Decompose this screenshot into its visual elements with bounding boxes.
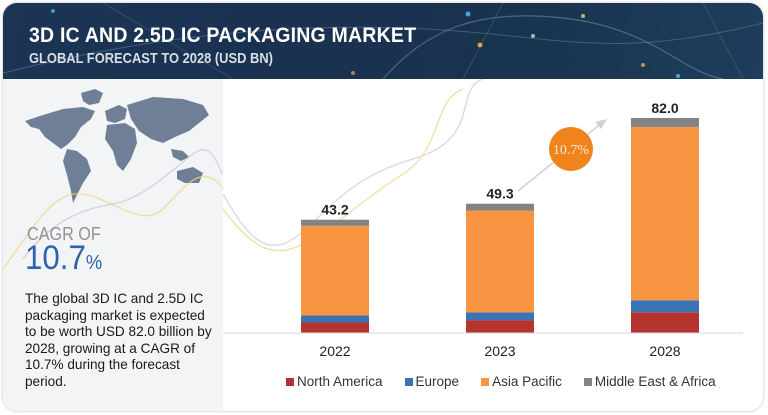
x-tick-label-2023: 2023 (484, 343, 515, 359)
legend-label: North America (297, 374, 383, 389)
chart-canvas: 43.2 2022 49.3 2023 82.0 2028 10.7% (222, 78, 743, 359)
page-title: 3D IC AND 2.5D IC PACKAGING MARKET (29, 24, 417, 47)
bar-segment-north-america-2022 (301, 322, 369, 333)
x-tick-label-2022: 2022 (319, 343, 350, 359)
legend-swatch (481, 377, 490, 386)
growth-arrow-head-icon (595, 119, 607, 129)
legend-swatch (583, 377, 592, 386)
legend-item-asia-pacific: Asia Pacific (481, 374, 562, 389)
bar-segment-europe-2023 (466, 312, 534, 321)
legend-swatch (404, 377, 413, 386)
summary-panel: CAGR OF 10.7% The global 3D IC and 2.5D … (3, 79, 223, 411)
circuit-background-graphic (3, 3, 763, 79)
bar-segment-middle-east-africa-2023 (466, 203, 534, 211)
cagr-value: 10.7% (25, 239, 102, 278)
bar-segment-europe-2022 (301, 315, 369, 323)
cagr-badge-text: 10.7% (553, 143, 590, 158)
bar-segment-north-america-2028 (631, 312, 699, 333)
bar-segment-asia-pacific-2022 (301, 225, 369, 316)
legend-label: Europe (415, 374, 460, 389)
bar-segment-asia-pacific-2023 (466, 210, 534, 313)
bar-segment-europe-2028 (631, 300, 699, 313)
x-tick-label-2028: 2028 (649, 343, 680, 359)
total-label-2028: 82.0 (651, 100, 678, 116)
bar-segment-middle-east-africa-2022 (301, 219, 369, 226)
total-label-2023: 49.3 (486, 186, 513, 202)
cagr-number: 10.7 (25, 239, 86, 277)
legend-swatch (286, 377, 294, 386)
stacked-bar-chart: 43.2 2022 49.3 2023 82.0 2028 10.7% (222, 78, 763, 411)
bar-segment-north-america-2023 (466, 320, 534, 333)
cagr-label: CAGR OF (27, 224, 101, 244)
legend-item-middle-east-africa: Middle East & Africa (583, 374, 716, 389)
chart-legend: North America Europe Asia Pacific Middle Ea… (286, 374, 716, 389)
market-description: The global 3D IC and 2.5D IC packaging m… (25, 291, 212, 389)
legend-item-north-america: North America (286, 374, 383, 389)
legend-item-europe: Europe (404, 374, 460, 389)
legend-label: Middle East & Africa (594, 374, 716, 389)
bar-segment-middle-east-africa-2028 (631, 118, 699, 127)
total-label-2022: 43.2 (321, 202, 348, 218)
page-subtitle: GLOBAL FORECAST TO 2028 (USD BN) (29, 50, 273, 67)
decorative-wave-lines (3, 149, 223, 270)
legend-label: Asia Pacific (492, 374, 562, 389)
world-map-icon (25, 89, 209, 203)
cagr-unit: % (85, 252, 103, 274)
bar-segment-asia-pacific-2028 (631, 126, 699, 301)
infographic-card: 3D IC AND 2.5D IC PACKAGING MARKET GLOBA… (3, 3, 763, 411)
header-banner: 3D IC AND 2.5D IC PACKAGING MARKET GLOBA… (3, 3, 763, 79)
cagr-badge (549, 127, 593, 171)
